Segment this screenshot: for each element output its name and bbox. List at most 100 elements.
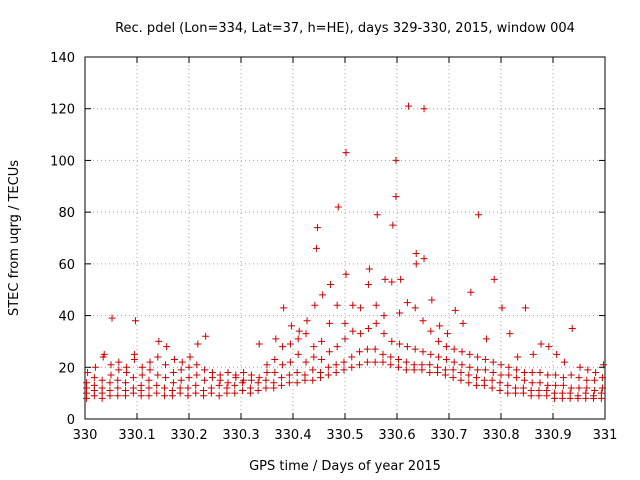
data-point (239, 387, 247, 395)
data-point (387, 353, 395, 361)
data-point (333, 343, 341, 351)
data-point (458, 348, 466, 356)
data-point (303, 317, 311, 325)
data-point (176, 384, 184, 392)
data-point (340, 358, 348, 366)
data-point (505, 363, 513, 371)
data-point (178, 358, 186, 366)
data-point (155, 337, 163, 345)
data-point (410, 361, 418, 369)
data-point (513, 366, 521, 374)
data-point (348, 363, 356, 371)
data-point (271, 356, 279, 364)
data-point (457, 376, 465, 384)
data-point (551, 389, 559, 397)
data-point (332, 368, 340, 376)
data-point (154, 371, 162, 379)
data-point (466, 350, 474, 358)
x-tick-label: 330.5 (326, 428, 363, 443)
data-point (254, 387, 262, 395)
data-point (302, 358, 310, 366)
data-point (545, 343, 553, 351)
data-point (519, 384, 527, 392)
data-point (442, 356, 450, 364)
data-point (280, 304, 288, 312)
data-point (193, 361, 201, 369)
data-point (388, 337, 396, 345)
data-point (363, 345, 371, 353)
data-point (372, 319, 380, 327)
data-point (326, 281, 334, 289)
data-point (309, 376, 317, 384)
data-point (115, 366, 123, 374)
data-point (396, 340, 404, 348)
data-point (397, 275, 405, 283)
data-point (388, 278, 396, 286)
data-point (372, 301, 380, 309)
data-point (537, 340, 545, 348)
data-point (123, 363, 131, 371)
data-point (286, 358, 294, 366)
data-point (106, 387, 114, 395)
data-point (340, 366, 348, 374)
data-point (270, 379, 278, 387)
data-point (108, 314, 116, 322)
data-point (371, 345, 379, 353)
data-point (575, 384, 583, 392)
data-point (310, 353, 318, 361)
data-point (583, 384, 591, 392)
data-point (161, 392, 169, 400)
data-point (443, 330, 451, 338)
data-point (357, 304, 365, 312)
data-point (313, 224, 321, 232)
data-point (216, 371, 224, 379)
data-point (240, 376, 248, 384)
y-tick-label: 60 (58, 258, 75, 273)
data-point (302, 330, 310, 338)
data-point (521, 304, 529, 312)
data-point (319, 291, 327, 299)
data-point (185, 374, 193, 382)
data-point (349, 301, 357, 309)
data-point (441, 366, 449, 374)
x-tick-label: 330.9 (534, 428, 571, 443)
data-point (426, 361, 434, 369)
data-point (285, 371, 293, 379)
data-point (341, 335, 349, 343)
data-point (246, 384, 254, 392)
data-point (451, 306, 459, 314)
data-point (186, 353, 194, 361)
data-point (262, 384, 270, 392)
data-point (567, 371, 575, 379)
data-point (162, 361, 170, 369)
data-point (392, 193, 400, 201)
data-point (364, 281, 372, 289)
data-point (435, 353, 443, 361)
data-point (576, 363, 584, 371)
data-point (146, 366, 154, 374)
data-point (591, 387, 599, 395)
x-tick-label: 330.3 (222, 428, 259, 443)
data-point (505, 371, 513, 379)
data-point (481, 366, 489, 374)
data-point (427, 350, 435, 358)
data-point (379, 358, 387, 366)
data-point (310, 343, 318, 351)
data-point (224, 368, 232, 376)
data-point (194, 340, 202, 348)
data-point (512, 384, 520, 392)
data-point (318, 337, 326, 345)
x-tick-label: 331 (593, 428, 618, 443)
data-point (373, 211, 381, 219)
data-point (90, 374, 98, 382)
data-point (504, 381, 512, 389)
data-point (363, 358, 371, 366)
data-point (161, 384, 169, 392)
data-point (380, 330, 388, 338)
data-point (145, 376, 153, 384)
data-point (435, 337, 443, 345)
data-point (100, 350, 108, 358)
data-point (474, 353, 482, 361)
data-point (349, 327, 357, 335)
data-point (137, 381, 145, 389)
